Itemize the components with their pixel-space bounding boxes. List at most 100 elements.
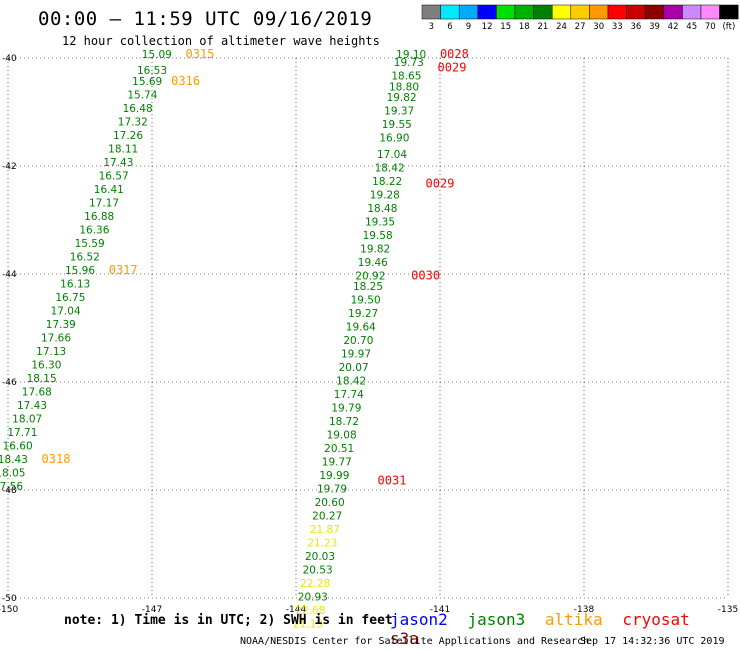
y-tick-label: -44 — [2, 270, 17, 280]
wave-height-point: 22.28 — [300, 578, 330, 590]
wave-height-point: 18.25 — [353, 281, 383, 293]
scale-label: 42 — [668, 22, 679, 32]
wave-height-point: 16.57 — [99, 171, 129, 183]
scale-label: (ft) — [722, 22, 735, 32]
wave-height-point: 19.08 — [327, 430, 357, 442]
pass-time-label: 0318 — [42, 452, 71, 466]
y-tick-label: -50 — [2, 594, 17, 604]
scale-swatch — [477, 4, 497, 20]
wave-height-point: 18.43 — [0, 454, 28, 466]
wave-height-point: 20.53 — [303, 565, 333, 577]
x-tick-label: -138 — [574, 605, 595, 615]
scale-swatch — [663, 4, 683, 20]
scale-swatch — [440, 4, 460, 20]
x-tick-label: -141 — [430, 605, 450, 615]
wave-height-point: 16.36 — [79, 225, 109, 237]
x-tick-label: -150 — [0, 605, 18, 615]
wave-height-point: 19.10 — [396, 49, 426, 61]
x-tick-label: -144 — [286, 605, 307, 615]
wave-height-point: 18.05 — [0, 468, 25, 480]
wave-height-point: 20.70 — [343, 335, 373, 347]
satellite-legend: jason2 jason3 altika cryosat s3a — [390, 610, 740, 648]
wave-height-point: 19.28 — [370, 189, 400, 201]
wave-height-point: 19.50 — [351, 295, 381, 307]
scale-label: 27 — [575, 22, 586, 32]
wave-height-point: 17.26 — [113, 130, 143, 142]
scale-label: 33 — [612, 22, 623, 32]
wave-height-point: 19.82 — [387, 92, 417, 104]
wave-height-point: 15.96 — [65, 265, 95, 277]
scale-swatch — [514, 4, 534, 20]
wave-height-point: 16.48 — [123, 103, 153, 115]
x-tick-label: -135 — [718, 605, 738, 615]
scale-label: 12 — [482, 22, 493, 32]
wave-height-point: 18.72 — [329, 416, 359, 428]
y-tick-label: -42 — [2, 162, 17, 172]
scale-swatch — [421, 4, 441, 20]
wave-height-point: 18.22 — [372, 176, 402, 188]
scale-swatch — [533, 4, 553, 20]
scale-swatch — [589, 4, 609, 20]
scale-swatch — [644, 4, 665, 20]
wave-height-point: 19.37 — [384, 106, 414, 118]
wave-height-point: 17.04 — [377, 149, 407, 161]
wave-height-point: 18.80 — [389, 81, 419, 93]
wave-height-point: 15.74 — [127, 90, 157, 102]
wave-height-point: 19.46 — [358, 257, 388, 269]
wave-height-point: 20.51 — [324, 443, 354, 455]
pass-time-label: 0029 — [438, 61, 467, 75]
scale-swatch — [458, 4, 479, 20]
wave-height-point: 19.77 — [322, 457, 352, 469]
wave-height-point: 19.35 — [365, 216, 395, 228]
wave-height-point: 20.03 — [305, 551, 335, 563]
wave-height-point: 17.32 — [118, 117, 148, 129]
y-tick-label: -48 — [2, 486, 17, 496]
scale-swatch — [570, 4, 590, 20]
wave-height-point: 20.27 — [312, 511, 342, 523]
pass-time-label: 0031 — [378, 474, 407, 488]
wave-height-point: 20.93 — [298, 592, 328, 604]
wave-height-point: 19.64 — [346, 322, 376, 334]
scale-swatch — [700, 4, 720, 20]
wave-height-point: 17.43 — [103, 157, 133, 169]
wave-height-point: 16.41 — [94, 184, 124, 196]
y-tick-label: -46 — [2, 378, 17, 388]
wave-height-point: 15.59 — [75, 238, 105, 250]
wave-height-point: 15.09 — [142, 49, 172, 61]
pass-time-label: 0315 — [186, 47, 215, 61]
scale-label: 21 — [537, 22, 548, 32]
scale-label: 15 — [500, 22, 511, 32]
wave-height-point: 17.39 — [46, 319, 76, 331]
wave-height-point: 17.17 — [89, 198, 119, 210]
y-tick-label: -40 — [2, 54, 17, 64]
legend-jason2: jason2 — [390, 610, 448, 629]
scale-swatch — [551, 4, 572, 20]
generation-timestamp: Sep 17 14:32:36 UTC 2019 — [580, 636, 725, 647]
wave-height-point: 19.27 — [348, 308, 378, 320]
wave-height-point: 19.82 — [360, 243, 390, 255]
wave-height-point: 17.74 — [334, 389, 364, 401]
wave-height-point: 18.65 — [391, 71, 421, 83]
wave-height-point: 16.13 — [60, 279, 90, 291]
wave-height-point: 18.11 — [108, 144, 138, 156]
wave-height-point: 16.30 — [31, 360, 61, 372]
wave-height-point: 15.69 — [132, 76, 162, 88]
scale-label: 3 — [429, 22, 434, 32]
wave-height-point: 16.53 — [137, 65, 167, 77]
wave-height-point: 18.48 — [367, 203, 397, 215]
wave-height-point: 17.68 — [22, 387, 52, 399]
pass-time-label: 0316 — [171, 74, 200, 88]
scale-swatch — [719, 4, 739, 20]
scale-label: 70 — [705, 22, 716, 32]
scale-swatch — [682, 4, 702, 20]
pass-time-label: 0030 — [411, 268, 440, 282]
credit-text: NOAA/NESDIS Center for Satellite Applica… — [240, 636, 590, 647]
wave-height-point: 17.66 — [41, 333, 71, 345]
wave-height-point: 19.58 — [363, 230, 393, 242]
wave-height-point: 21.23 — [307, 538, 337, 550]
wave-height-point: 21.87 — [310, 524, 340, 536]
legend-jason3: jason3 — [467, 610, 526, 629]
wave-height-point: 16.90 — [379, 133, 409, 145]
scale-label: 39 — [649, 22, 660, 32]
